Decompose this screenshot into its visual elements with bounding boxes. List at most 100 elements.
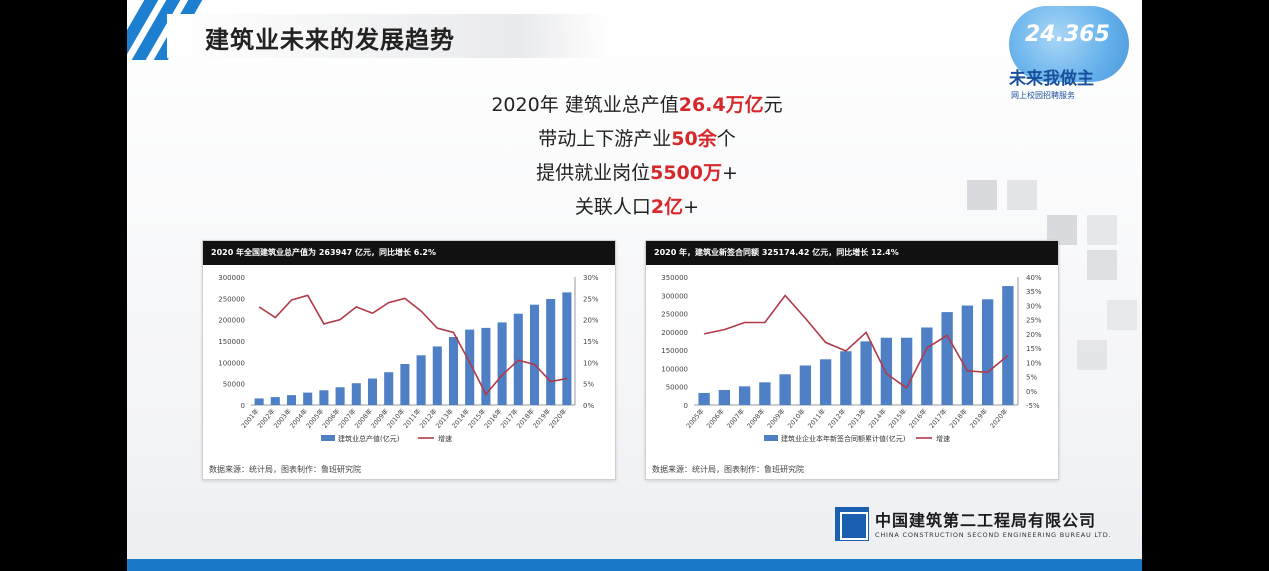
recruitment-logo: 24.365 未来我做主 网上校园招聘服务 — [947, 2, 1137, 102]
x-tick-label: 2012年 — [826, 406, 848, 430]
bar — [529, 304, 540, 405]
y-tick-left: 50000 — [666, 384, 688, 392]
y-tick-right: 0% — [1026, 388, 1037, 396]
bar — [698, 392, 710, 405]
bar — [840, 351, 852, 405]
company-brand: 中国建筑第二工程局有限公司 CHINA CONSTRUCTION SECOND … — [835, 505, 1135, 545]
y-tick-right: 20% — [1026, 331, 1042, 339]
x-tick-label: 2018年 — [947, 406, 969, 430]
y-tick-right: 5% — [1026, 374, 1037, 382]
y-tick-right: 15% — [1026, 345, 1042, 353]
decor-square — [1077, 340, 1107, 370]
bar — [497, 322, 507, 405]
y-tick-left: 300000 — [218, 274, 245, 282]
bar — [981, 299, 994, 405]
y-tick-right: 5% — [583, 381, 594, 389]
growth-line — [258, 294, 568, 396]
headline-text: 关联人口 — [574, 196, 651, 218]
y-tick-left: 300000 — [661, 292, 688, 300]
headline-highlight: 5500万 — [650, 162, 722, 184]
y-tick-left: 0 — [684, 402, 688, 410]
headline-line: 2020年 建筑业总产值26.4万亿元 — [387, 88, 887, 122]
bar — [779, 374, 791, 405]
y-tick-left: 100000 — [661, 365, 688, 373]
x-tick-label: 2009年 — [765, 406, 787, 430]
x-tick-label: 2007年 — [724, 406, 746, 430]
y-tick-right: 20% — [583, 317, 599, 325]
bar — [759, 382, 771, 405]
headline-text: 元 — [763, 94, 783, 116]
x-tick-label: 2015年 — [886, 406, 908, 430]
x-tick-label: 2020年 — [988, 406, 1010, 430]
y-tick-right: 35% — [1026, 288, 1042, 296]
legend-bar-swatch — [321, 435, 335, 441]
x-tick-label: 2013年 — [846, 406, 868, 430]
chart-title: 2020 年，建筑业新签合同额 325174.42 亿元，同比增长 12.4% — [646, 241, 1058, 265]
logo-number: 24.365 — [1025, 22, 1110, 47]
bar — [416, 355, 426, 405]
bar — [738, 386, 751, 405]
chart-output-value: 2020 年全国建筑业总产值为 263947 亿元，同比增长 6.2% 0 500… — [202, 240, 616, 480]
chart-source: 数据来源：统计局，图表制作：鲁班研究院 — [209, 465, 361, 474]
bar — [303, 392, 313, 405]
x-tick-label: 2006年 — [704, 406, 726, 430]
company-name-en: CHINA CONSTRUCTION SECOND ENGINEERING BU… — [875, 531, 1112, 539]
company-name-cn: 中国建筑第二工程局有限公司 — [875, 511, 1097, 530]
x-tick-label: 2011年 — [805, 406, 827, 430]
title-band — [167, 14, 607, 58]
legend-label: 增速 — [936, 434, 950, 443]
legend-bar-swatch — [764, 435, 778, 441]
x-tick-label: 2008年 — [745, 406, 767, 430]
logo-slogan: 未来我做主 — [1009, 69, 1094, 89]
y-tick-right: 30% — [583, 274, 599, 282]
x-tick-label: 2019年 — [967, 406, 989, 430]
headline-text: + — [683, 196, 700, 218]
chart-plot: 0 50000 100000 150000 200000 250000 300000 0% 5%… — [218, 274, 599, 443]
decor-square — [967, 180, 997, 210]
y-tick-left: 250000 — [661, 311, 688, 319]
company-logo-icon — [835, 507, 869, 541]
y-tick-right: 15% — [583, 338, 599, 346]
growth-line — [703, 294, 1009, 390]
y-tick-left: 100000 — [218, 359, 245, 367]
y-tick-right: 10% — [583, 359, 599, 367]
y-tick-left: 200000 — [661, 329, 688, 337]
y-tick-right: 40% — [1026, 274, 1042, 282]
decor-square — [1107, 300, 1137, 330]
x-tick-label: 2017年 — [927, 406, 949, 430]
decor-square — [1007, 180, 1037, 210]
legend-label: 建筑业企业本年新签合同额累计值(亿元) — [781, 434, 906, 443]
bar — [880, 337, 893, 405]
bar — [860, 341, 872, 405]
bar — [351, 383, 361, 405]
chart-contract-value: 2020 年，建筑业新签合同额 325174.42 亿元，同比增长 12.4% … — [645, 240, 1059, 480]
bar — [448, 337, 459, 405]
bar — [286, 395, 297, 405]
headline-text: 提供就业岗位 — [536, 162, 651, 184]
presentation-slide: 建筑业未来的发展趋势 24.365 未来我做主 网上校园招聘服务 2020年 建… — [127, 0, 1142, 571]
decor-square — [1087, 215, 1117, 245]
y-tick-right: 25% — [1026, 317, 1042, 325]
decor-square — [1087, 250, 1117, 280]
bar — [819, 359, 832, 405]
y-tick-left: 250000 — [218, 295, 245, 303]
chart-plot: 0 50000 100000 150000 200000 250000 300000 3500… — [661, 274, 1042, 443]
slide-title: 建筑业未来的发展趋势 — [205, 26, 455, 54]
bar — [384, 372, 394, 405]
y-tick-left: 0 — [241, 402, 245, 410]
bar — [270, 397, 280, 405]
headline-line: 关联人口2亿+ — [387, 190, 887, 224]
bar — [254, 398, 264, 405]
bar — [1002, 286, 1014, 405]
y-tick-right: 30% — [1026, 302, 1042, 310]
bar — [900, 337, 913, 405]
y-tick-left: 350000 — [661, 274, 688, 282]
headline-text: 2020年 建筑业总产值 — [491, 94, 679, 116]
legend-label: 增速 — [438, 434, 452, 443]
headline-highlight: 50余 — [671, 128, 717, 150]
chart-source: 数据来源：统计局，图表制作：鲁班研究院 — [652, 465, 804, 474]
headline-line: 提供就业岗位5500万+ — [387, 156, 887, 190]
y-tick-right: 10% — [1026, 359, 1042, 367]
legend-label: 建筑业总产值(亿元) — [338, 434, 400, 443]
headline-stats: 2020年 建筑业总产值26.4万亿元 带动上下游产业50余个 提供就业岗位55… — [387, 88, 887, 224]
